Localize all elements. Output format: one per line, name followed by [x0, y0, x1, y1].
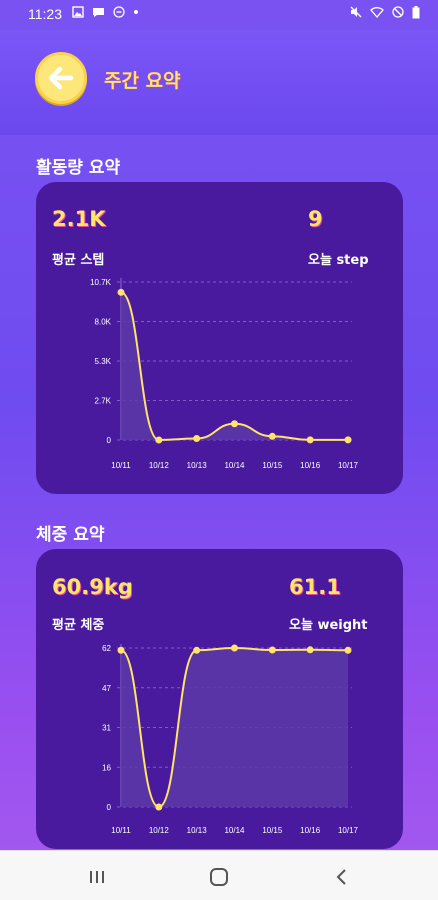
- x-tick-label: 10/15: [262, 826, 283, 835]
- status-time: 11:23: [28, 6, 62, 22]
- back-button[interactable]: [35, 52, 87, 104]
- dnd-icon: [113, 6, 125, 18]
- y-tick-label: 0: [107, 803, 112, 812]
- x-tick-label: 10/11: [111, 461, 131, 470]
- activity-chart: 10.7K 8.0K 5.3K 2.7K 0 10/11 10/12 10/13 10/14 10…: [90, 278, 359, 470]
- x-tick-label: 10/17: [338, 461, 359, 470]
- data-point: [306, 646, 314, 654]
- area-fill: [121, 648, 348, 807]
- activity-section-title: 활동량 요약: [36, 158, 121, 178]
- x-tick-label: 10/13: [187, 461, 208, 470]
- x-tick-label: 10/11: [111, 826, 131, 835]
- x-tick-label: 10/16: [300, 826, 321, 835]
- data-point: [268, 432, 276, 440]
- data-point: [117, 288, 125, 296]
- series-line: [120, 291, 349, 442]
- avg-weight-value: 60.9kg: [52, 575, 133, 599]
- series-line: [120, 646, 349, 809]
- today-weight-label: 오늘 weight: [289, 618, 368, 633]
- home-icon[interactable]: [208, 866, 230, 888]
- weight-chart: 62 47 31 16 0 10/11 10/12 10/13 10/14 10/15 10/16 1…: [102, 644, 359, 835]
- x-tick-label: 10/15: [262, 461, 283, 470]
- weight-card: 60.9kg 평균 체중 61.1 오늘 weight 62 47 31 16 0 10/…: [36, 549, 403, 849]
- x-tick-label: 10/13: [187, 826, 208, 835]
- y-tick-label: 5.3K: [95, 357, 112, 366]
- header: 주간 요약: [0, 30, 438, 135]
- block-icon: [392, 6, 404, 18]
- data-point: [344, 646, 352, 654]
- data-point: [155, 803, 163, 811]
- y-tick-label: 10.7K: [90, 278, 112, 287]
- activity-card: 2.1K 평균 스텝 9 오늘 step 10.7K 8.0K 5.3K 2.7K 0 1…: [36, 182, 403, 494]
- avg-weight-label: 평균 체중: [52, 618, 105, 633]
- mute-icon: [350, 6, 362, 18]
- image-icon: [72, 6, 84, 18]
- back-arrow-icon: [48, 66, 74, 90]
- data-point: [193, 646, 201, 654]
- x-tick-label: 10/14: [224, 461, 245, 470]
- data-point: [344, 436, 352, 444]
- x-tick-label: 10/12: [149, 826, 170, 835]
- status-left-icons: [72, 6, 139, 18]
- data-point: [231, 420, 238, 428]
- avg-steps-label: 평균 스텝: [52, 253, 105, 268]
- data-point: [155, 436, 163, 444]
- x-tick-label: 10/14: [224, 826, 245, 835]
- weight-section-title: 체중 요약: [36, 525, 105, 545]
- x-tick-label: 10/16: [300, 461, 321, 470]
- battery-icon: [412, 6, 420, 19]
- navigation-bar: [0, 850, 438, 900]
- today-weight-value: 61.1: [289, 575, 341, 599]
- y-tick-label: 16: [102, 763, 111, 772]
- page-title: 주간 요약: [104, 70, 181, 92]
- wifi-icon: [370, 7, 384, 18]
- today-steps-value: 9: [308, 207, 323, 231]
- y-tick-label: 31: [102, 724, 111, 733]
- x-tick-label: 10/12: [149, 461, 170, 470]
- y-tick-label: 47: [102, 684, 111, 693]
- back-icon[interactable]: [331, 866, 353, 888]
- chat-icon: [93, 8, 104, 17]
- data-point: [231, 644, 238, 652]
- status-right-icons: [350, 6, 420, 19]
- y-tick-label: 62: [102, 644, 111, 653]
- status-bar: 11:23: [0, 0, 438, 30]
- y-tick-label: 8.0K: [95, 318, 112, 327]
- data-point: [306, 436, 314, 444]
- avg-steps-value: 2.1K: [52, 207, 106, 231]
- area-fill: [121, 292, 348, 440]
- x-tick-label: 10/17: [338, 826, 359, 835]
- data-point: [268, 646, 276, 654]
- data-point: [193, 435, 201, 443]
- recents-icon[interactable]: [86, 866, 108, 888]
- data-point: [117, 646, 125, 654]
- y-tick-label: 2.7K: [95, 397, 112, 406]
- today-steps-label: 오늘 step: [308, 253, 369, 268]
- y-tick-label: 0: [107, 436, 112, 445]
- dot-icon: [134, 10, 138, 14]
